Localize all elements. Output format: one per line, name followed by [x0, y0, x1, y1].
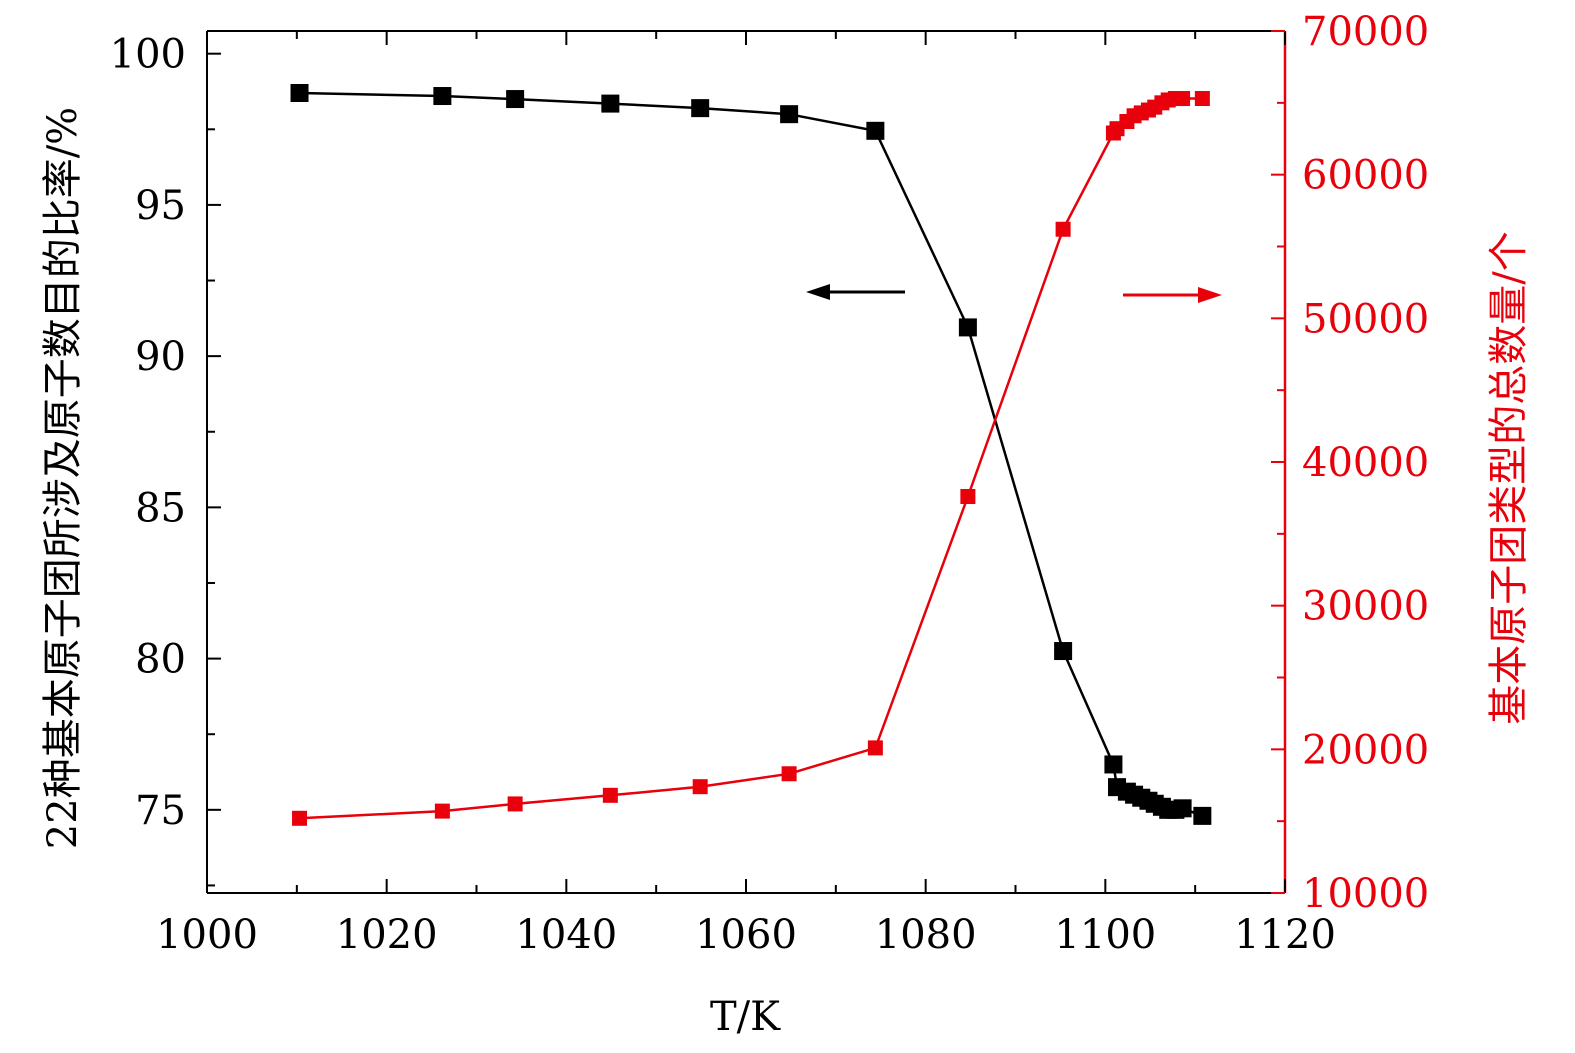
count-data-point: [1055, 221, 1071, 237]
count-data-point: [867, 740, 883, 756]
ratio-data-point: [1193, 806, 1212, 825]
x-tick-label: 1120: [1234, 912, 1336, 958]
ratio-data-point: [433, 87, 452, 106]
y-left-tick-label: 100: [110, 32, 186, 78]
count-data-point: [507, 796, 523, 812]
y-right-tick-label: 30000: [1302, 584, 1429, 630]
ratio-data-point: [290, 84, 309, 103]
x-tick-label: 1080: [875, 912, 977, 958]
x-axis-title: T/K: [710, 994, 781, 1040]
right-axis-title: 基本原子团类型的总数量/个: [1486, 231, 1532, 724]
x-tick-label: 1040: [515, 912, 617, 958]
count-series-line: [299, 97, 1203, 820]
y-left-tick-label: 85: [135, 485, 186, 531]
tick-labels: 1000 1020 1040 1060 1080 1100 1120 75 80 85 90 95 10…: [110, 9, 1430, 958]
left-axis-title: 22种基本原子团所涉及原子数目的比率/%: [40, 107, 86, 849]
x-tick-label: 1100: [1054, 912, 1156, 958]
ratio-data-point: [958, 318, 977, 337]
y-right-tick-label: 50000: [1302, 296, 1429, 342]
y-right-tick-label: 60000: [1302, 153, 1429, 199]
ratio-data-point: [1173, 799, 1192, 818]
y-left-tick-label: 95: [135, 183, 186, 229]
right-arrow-head: [1198, 287, 1222, 303]
annotation-arrows: [806, 284, 1222, 303]
ratio-series-line: [299, 91, 1203, 818]
count-data-point: [692, 779, 708, 795]
count-data-point: [781, 766, 797, 782]
count-data-point: [960, 488, 976, 504]
ratio-data-point: [866, 121, 885, 140]
series-layer: [290, 84, 1212, 826]
count-data-point: [602, 787, 618, 803]
y-right-tick-label: 40000: [1302, 440, 1429, 486]
y-left-tick-label: 90: [135, 334, 186, 380]
count-data-point: [292, 810, 308, 826]
ratio-data-point: [1104, 755, 1123, 774]
ratio-data-point: [506, 90, 525, 109]
ratio-data-point: [1054, 642, 1073, 661]
axis-ticks: [206, 30, 1286, 894]
ratio-data-point: [691, 99, 710, 118]
ratio-data-point: [780, 105, 799, 124]
x-tick-label: 1000: [156, 912, 258, 958]
y-right-tick-label: 20000: [1302, 727, 1429, 773]
x-tick-label: 1020: [336, 912, 438, 958]
y-left-tick-label: 80: [135, 637, 186, 683]
left-arrow-head: [806, 284, 830, 300]
y-right-tick-label: 70000: [1302, 9, 1429, 55]
y-right-tick-label: 10000: [1302, 871, 1429, 917]
y-left-tick-label: 75: [135, 788, 186, 834]
plot-frame: [206, 30, 1287, 894]
ratio-data-point: [601, 94, 620, 113]
count-data-point: [1194, 91, 1210, 107]
count-data-point: [1175, 91, 1191, 107]
count-data-point: [434, 803, 450, 819]
x-tick-label: 1060: [695, 912, 797, 958]
